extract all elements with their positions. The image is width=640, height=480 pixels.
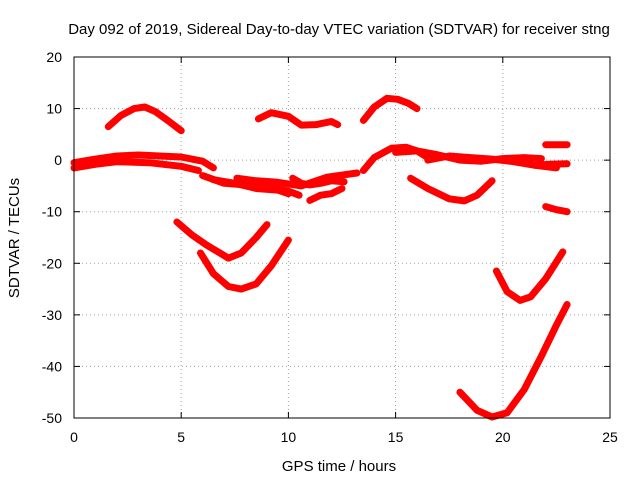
y-tick-label: -30	[42, 307, 62, 323]
series-arc-19	[197, 236, 292, 293]
series-arc-1	[104, 103, 185, 135]
x-tick-label: 10	[281, 429, 297, 445]
series-arc-14	[531, 160, 571, 169]
series-arc-2	[254, 109, 342, 129]
series-arc-17	[407, 174, 496, 205]
series-arc-9	[289, 174, 348, 189]
series-arc-16	[542, 203, 571, 216]
series-arc-5	[70, 158, 202, 174]
x-tick-label: 5	[177, 429, 185, 445]
series-arc-4	[70, 151, 217, 172]
series-arc-8	[209, 176, 292, 198]
plot-frame	[73, 56, 611, 419]
series-arc-18	[173, 218, 271, 262]
tick-labels: 0 5 10 15 20 25 -50 -40 -30 -20 -10 0 10 20	[42, 49, 618, 445]
series-arc-21	[456, 301, 571, 421]
y-tick-label: -40	[42, 358, 62, 374]
y-tick-label: 0	[54, 152, 62, 168]
series-arc-7	[233, 169, 361, 190]
y-tick-label: -10	[42, 204, 62, 220]
y-tick-label: -20	[42, 255, 62, 271]
x-tick-label: 25	[602, 429, 618, 445]
series-arc-10	[306, 185, 346, 204]
y-axis-label: SDTVAR / TECUs	[6, 178, 23, 298]
y-tick-label: 20	[46, 49, 62, 65]
series-arc-20	[492, 248, 567, 304]
series-arc-3	[359, 94, 421, 124]
y-tick-label: -50	[42, 410, 62, 426]
x-tick-label: 15	[388, 429, 404, 445]
y-tick-label: 10	[46, 101, 62, 117]
x-tick-label: 20	[495, 429, 511, 445]
x-tick-label: 0	[70, 429, 78, 445]
series-group	[70, 94, 571, 421]
x-axis-label: GPS time / hours	[282, 458, 396, 475]
chart-title: Day 092 of 2019, Sidereal Day-to-day VTE…	[68, 21, 610, 38]
